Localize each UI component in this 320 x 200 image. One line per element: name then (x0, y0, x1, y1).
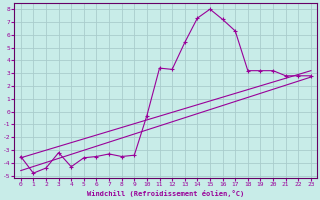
X-axis label: Windchill (Refroidissement éolien,°C): Windchill (Refroidissement éolien,°C) (87, 190, 244, 197)
